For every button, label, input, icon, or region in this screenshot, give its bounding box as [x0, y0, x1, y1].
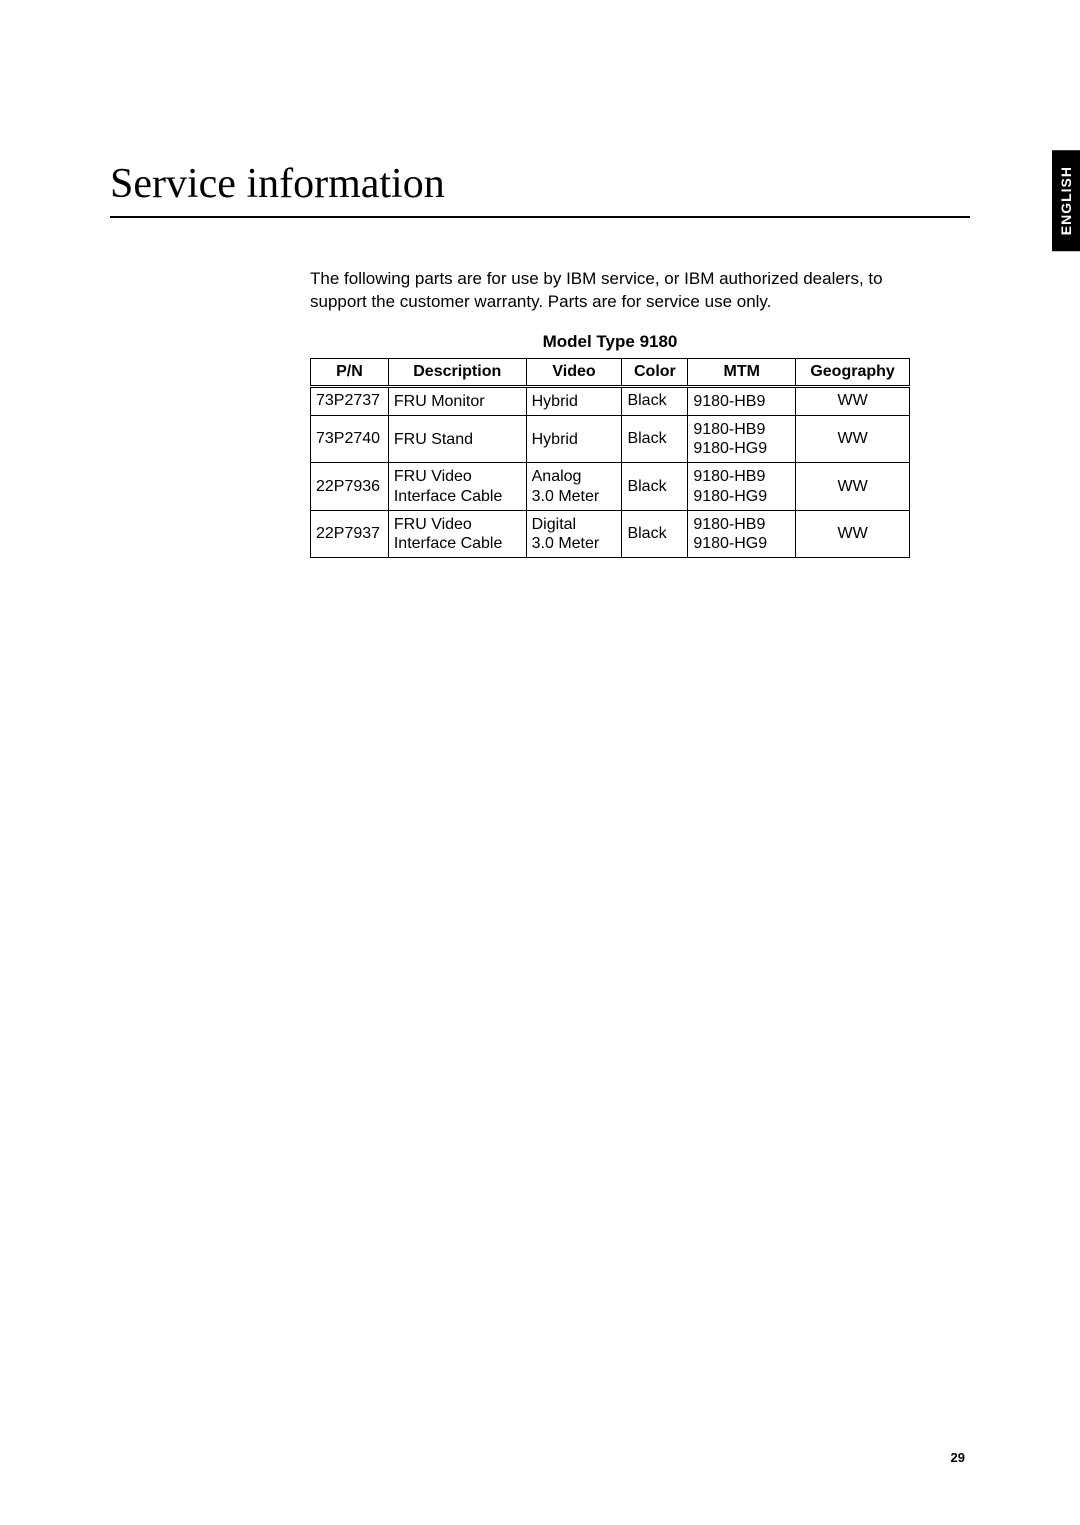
table-body: 73P2737 FRU Monitor Hybrid Black 9180-HB… [311, 386, 910, 557]
cell-desc: FRU Monitor [388, 386, 526, 415]
cell-video: Hybrid [526, 386, 622, 415]
cell-color: Black [622, 463, 688, 510]
cell-geo: WW [796, 386, 910, 415]
cell-pn: 73P2740 [311, 416, 389, 463]
cell-pn: 22P7936 [311, 463, 389, 510]
table-header-row: P/N Description Video Color MTM Geograph… [311, 358, 910, 386]
cell-mtm: 9180-HB9 [688, 386, 796, 415]
col-video: Video [526, 358, 622, 386]
col-color: Color [622, 358, 688, 386]
cell-video: Hybrid [526, 416, 622, 463]
cell-desc: FRU Video Interface Cable [388, 510, 526, 557]
table-row: 22P7936 FRU Video Interface Cable Analog… [311, 463, 910, 510]
content-block: The following parts are for use by IBM s… [310, 268, 910, 558]
page-title: Service information [110, 160, 970, 218]
table-row: 22P7937 FRU Video Interface Cable Digita… [311, 510, 910, 557]
page-number: 29 [951, 1450, 965, 1465]
cell-desc: FRU Video Interface Cable [388, 463, 526, 510]
cell-geo: WW [796, 510, 910, 557]
cell-mtm: 9180-HB9 9180-HG9 [688, 510, 796, 557]
cell-pn: 22P7937 [311, 510, 389, 557]
parts-table: P/N Description Video Color MTM Geograph… [310, 358, 910, 558]
cell-color: Black [622, 416, 688, 463]
language-tab: ENGLISH [1052, 150, 1080, 251]
intro-paragraph: The following parts are for use by IBM s… [310, 268, 910, 314]
cell-video: Digital 3.0 Meter [526, 510, 622, 557]
table-row: 73P2740 FRU Stand Hybrid Black 9180-HB9 … [311, 416, 910, 463]
cell-geo: WW [796, 416, 910, 463]
cell-pn: 73P2737 [311, 386, 389, 415]
cell-mtm: 9180-HB9 9180-HG9 [688, 416, 796, 463]
table-row: 73P2737 FRU Monitor Hybrid Black 9180-HB… [311, 386, 910, 415]
cell-color: Black [622, 510, 688, 557]
cell-geo: WW [796, 463, 910, 510]
col-mtm: MTM [688, 358, 796, 386]
table-title: Model Type 9180 [310, 332, 910, 352]
cell-color: Black [622, 386, 688, 415]
cell-mtm: 9180-HB9 9180-HG9 [688, 463, 796, 510]
cell-video: Analog 3.0 Meter [526, 463, 622, 510]
col-geography: Geography [796, 358, 910, 386]
col-description: Description [388, 358, 526, 386]
col-pn: P/N [311, 358, 389, 386]
cell-desc: FRU Stand [388, 416, 526, 463]
